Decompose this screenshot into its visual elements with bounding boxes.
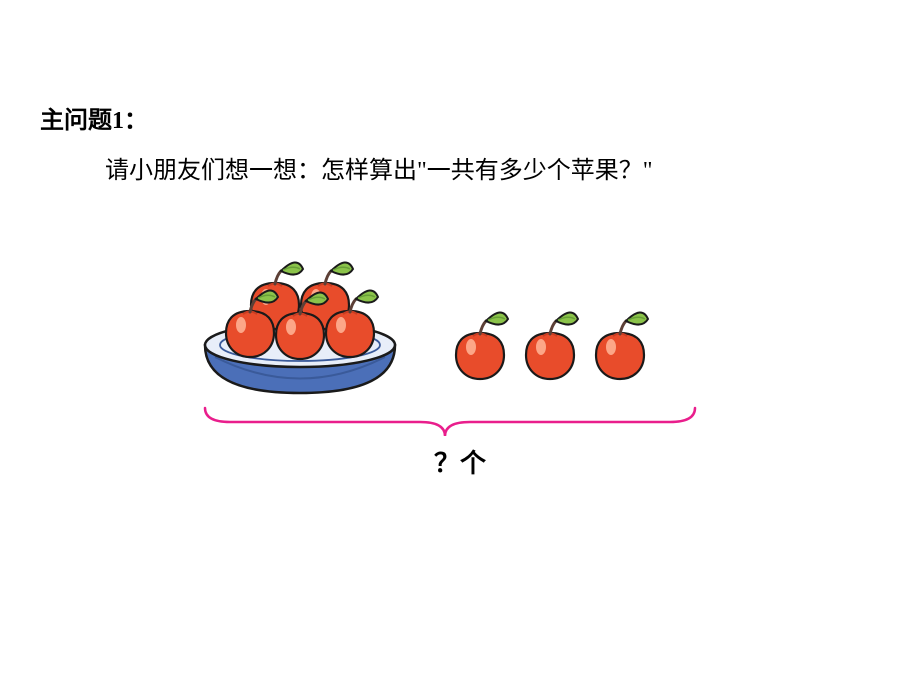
loose-apples	[456, 312, 648, 379]
question-text: 请小朋友们想一想：怎样算出"一共有多少个苹果？"	[105, 150, 653, 185]
illustration-container: ？个	[190, 240, 730, 540]
count-label: ？个	[190, 443, 730, 480]
curly-brace	[205, 408, 695, 436]
plate-apples	[226, 262, 378, 359]
main-heading: 主问题1：	[40, 100, 148, 135]
